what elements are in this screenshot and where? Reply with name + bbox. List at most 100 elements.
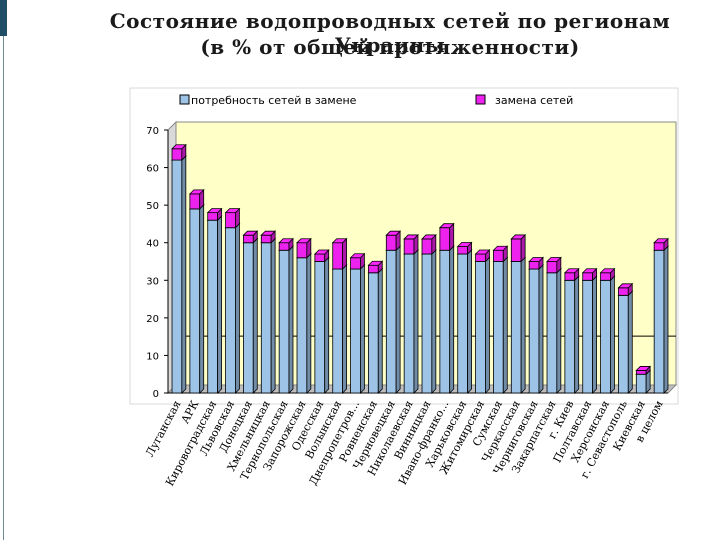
bar-replaced <box>278 237 294 252</box>
bar-need-replacement <box>421 249 437 394</box>
bar-need-replacement <box>653 245 669 394</box>
bar-need-replacement-side <box>627 290 633 394</box>
bar-need-replacement-side <box>306 252 312 394</box>
bar-replaced-front <box>618 287 629 296</box>
bar-need-replacement-front <box>243 242 254 394</box>
bar-need-replacement <box>296 252 312 394</box>
bar-need-replacement-front <box>368 272 379 394</box>
bar-need-replacement-front <box>350 268 361 394</box>
bar-replaced <box>528 256 544 270</box>
bar-replaced-top <box>313 249 330 255</box>
bar-need-replacement-side <box>413 249 419 394</box>
bar-replaced <box>546 256 562 274</box>
bar-replaced <box>349 252 366 270</box>
bar-replaced-front <box>350 257 361 270</box>
bar-replaced <box>224 207 241 229</box>
bar-need-replacement-front <box>510 261 522 394</box>
bar-need-replacement-front <box>493 261 504 394</box>
bar-replaced-top <box>349 253 366 259</box>
bar-replaced <box>421 233 437 255</box>
bar-replaced <box>563 267 580 282</box>
bar-replaced-front <box>546 261 558 274</box>
bar-need-replacement-side <box>538 264 544 394</box>
bar-replaced <box>635 365 652 376</box>
bar-need-replacement-side <box>288 245 294 394</box>
bar-need-replacement <box>474 256 491 394</box>
bar-replaced-top <box>599 268 616 274</box>
bar-need-replacement-side <box>199 203 205 394</box>
x-tick-label: Луганская <box>143 398 184 459</box>
bar-replaced <box>331 237 348 270</box>
bar-need-replacement-front <box>278 249 290 394</box>
bar-replaced <box>492 245 509 263</box>
bar-replaced <box>403 233 419 255</box>
bar-replaced-front <box>528 261 540 270</box>
y-tick-label: 70 <box>146 126 159 137</box>
bar-replaced-top <box>224 208 241 214</box>
bar-need-replacement-front <box>457 253 468 394</box>
bar-need-replacement-front <box>225 227 236 394</box>
bar-need-replacement-side <box>217 215 222 394</box>
bar-replaced-top <box>403 234 419 240</box>
bar-need-replacement-front <box>296 257 308 394</box>
bar-need-replacement-side <box>485 256 490 394</box>
bar-replaced-top <box>331 238 348 244</box>
bar-need-replacement-front <box>546 272 558 394</box>
bar-need-replacement-front <box>439 249 451 394</box>
bar-need-replacement-front <box>189 208 201 394</box>
y-tick-label: 30 <box>146 276 159 287</box>
bar-replaced-front <box>189 193 201 210</box>
bar-replaced-front <box>260 234 272 244</box>
bar-need-replacement-front <box>207 219 218 394</box>
bar-replaced-top <box>617 283 634 289</box>
bar-replaced <box>188 188 205 210</box>
bar-replaced-top <box>278 238 294 244</box>
bar-need-replacement-side <box>449 245 455 394</box>
bar-replaced-front <box>314 253 326 262</box>
bar-replaced-front <box>600 272 611 281</box>
bar-need-replacement-side <box>395 245 401 394</box>
bar-need-replacement <box>331 264 348 394</box>
bar-need-replacement <box>171 155 187 394</box>
bar-replaced <box>260 230 277 244</box>
bar-need-replacement-front <box>332 268 343 394</box>
slide-accent-line <box>3 36 4 540</box>
bar-need-replacement <box>224 222 241 394</box>
legend-swatch <box>179 94 190 105</box>
bar-need-replacement <box>617 290 634 394</box>
bar-replaced <box>510 233 527 263</box>
bar-replaced-side <box>342 237 347 270</box>
bar-need-replacement <box>349 264 366 394</box>
bar-replaced <box>653 237 669 252</box>
bar-need-replacement <box>403 249 419 394</box>
bar-need-replacement-side <box>235 222 240 394</box>
bar-need-replacement-front <box>385 249 397 394</box>
bar-need-replacement-front <box>528 268 540 394</box>
bar-need-replacement-side <box>181 155 187 394</box>
bar-replaced-front <box>635 370 647 375</box>
bar-replaced <box>206 207 223 222</box>
bar-replaced <box>438 222 455 252</box>
bar-replaced-top <box>296 238 312 244</box>
bar-replaced <box>474 249 491 263</box>
bar-replaced-front <box>225 212 236 229</box>
bar-need-replacement-side <box>431 249 437 394</box>
bar-replaced-top <box>563 268 580 274</box>
bar-need-replacement <box>456 249 473 394</box>
bar-need-replacement-front <box>582 279 593 394</box>
bar-replaced-top <box>474 249 491 255</box>
bar-replaced-top <box>206 208 223 214</box>
bar-need-replacement-side <box>360 264 365 394</box>
legend-label: потребность сетей в замене <box>191 94 357 107</box>
bar-need-replacement-front <box>635 373 647 394</box>
bar-need-replacement-side <box>574 275 580 394</box>
bar-replaced-front <box>564 272 576 281</box>
bar-need-replacement <box>546 267 562 394</box>
bar-replaced <box>313 249 330 263</box>
bar-need-replacement-front <box>171 159 183 394</box>
bar-replaced-front <box>403 238 415 255</box>
bar-need-replacement-side <box>377 267 383 394</box>
bar-replaced-front <box>278 242 290 251</box>
bar-replaced-front <box>171 148 183 161</box>
y-tick-label: 60 <box>146 164 159 175</box>
